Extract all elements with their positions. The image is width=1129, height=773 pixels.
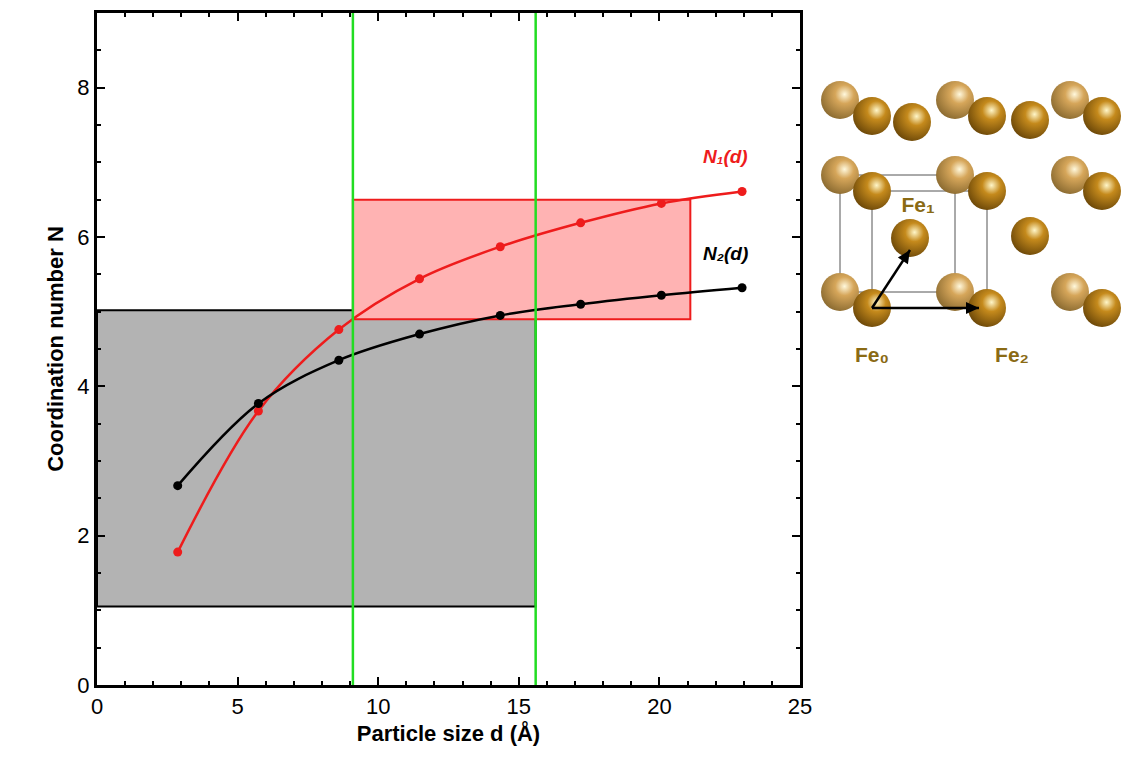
svg-text:Particle size d (Å): Particle size d (Å) <box>357 720 540 746</box>
svg-text:20: 20 <box>647 694 671 719</box>
svg-text:5: 5 <box>231 694 243 719</box>
svg-text:N₁(d): N₁(d) <box>703 146 748 167</box>
svg-text:15: 15 <box>507 694 531 719</box>
svg-text:8: 8 <box>77 75 89 100</box>
svg-text:Fe₀: Fe₀ <box>855 343 889 366</box>
svg-text:Coordination number N: Coordination number N <box>43 226 68 472</box>
svg-text:6: 6 <box>77 225 89 250</box>
svg-text:10: 10 <box>366 694 390 719</box>
svg-text:Fe₂: Fe₂ <box>995 343 1029 366</box>
svg-text:0: 0 <box>77 673 89 698</box>
svg-text:25: 25 <box>788 694 812 719</box>
svg-text:0: 0 <box>91 694 103 719</box>
svg-text:4: 4 <box>77 374 89 399</box>
svg-text:2: 2 <box>77 523 89 548</box>
svg-text:Fe₁: Fe₁ <box>901 193 934 216</box>
svg-text:N₂(d): N₂(d) <box>703 243 748 264</box>
